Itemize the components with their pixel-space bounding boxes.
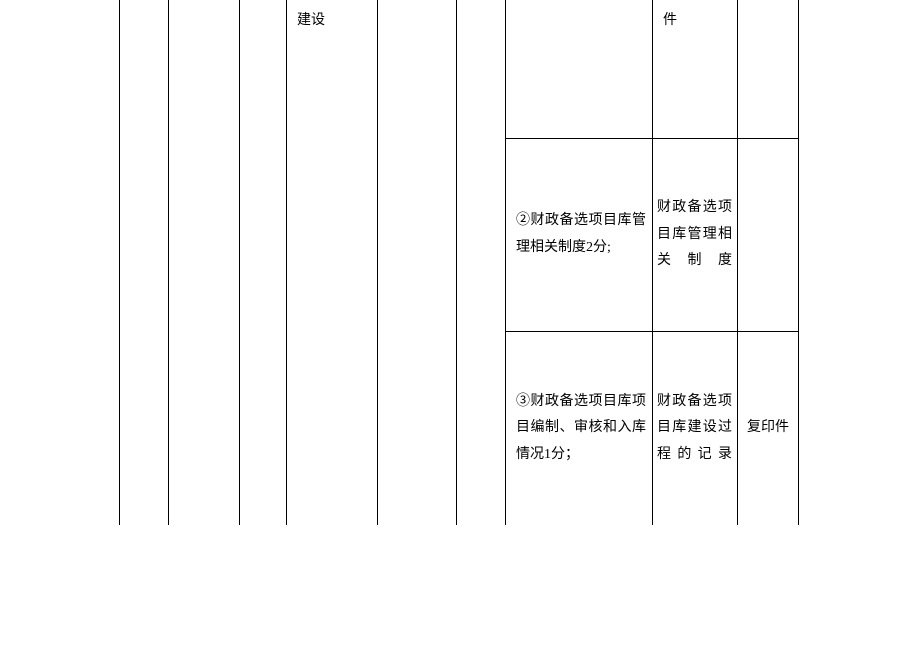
table-row: 建设 件 xyxy=(120,0,799,139)
cell-col5 xyxy=(457,0,506,525)
cell-text: 复印件 xyxy=(738,407,798,450)
cell-text: 件 xyxy=(653,0,737,43)
cell-col8 xyxy=(738,139,799,332)
cell-col7: 财政备选项目库建设过程的记录 xyxy=(653,332,738,526)
cell-col6 xyxy=(506,0,653,139)
cell-col6: ②财政备选项目库管理相关制度2分; xyxy=(506,139,653,332)
cell-col6: ③财政备选项目库项目编制、审核和入库情况1分； xyxy=(506,332,653,526)
cell-col2 xyxy=(240,0,287,525)
page: 建设 件 ②财政备选项目库管理相关制度2分; 财政备选项目库管理相关制度 ③财政… xyxy=(0,0,920,651)
cell-text: ③财政备选项目库项目编制、审核和入库情况1分； xyxy=(506,381,652,477)
cell-text: 财政备选项目库管理相关制度 xyxy=(653,187,737,283)
cell-text: 财政备选项目库建设过程的记录 xyxy=(653,381,737,477)
evaluation-table: 建设 件 ②财政备选项目库管理相关制度2分; 财政备选项目库管理相关制度 ③财政… xyxy=(119,0,799,525)
cell-text: 建设 xyxy=(287,0,377,43)
cell-col8: 复印件 xyxy=(738,332,799,526)
cell-col7: 件 xyxy=(653,0,738,139)
cell-col7: 财政备选项目库管理相关制度 xyxy=(653,139,738,332)
cell-col4 xyxy=(378,0,457,525)
cell-col8 xyxy=(738,0,799,139)
cell-text: ②财政备选项目库管理相关制度2分; xyxy=(506,200,652,269)
cell-col3: 建设 xyxy=(287,0,378,525)
cell-col1 xyxy=(169,0,240,525)
cell-col0 xyxy=(120,0,169,525)
